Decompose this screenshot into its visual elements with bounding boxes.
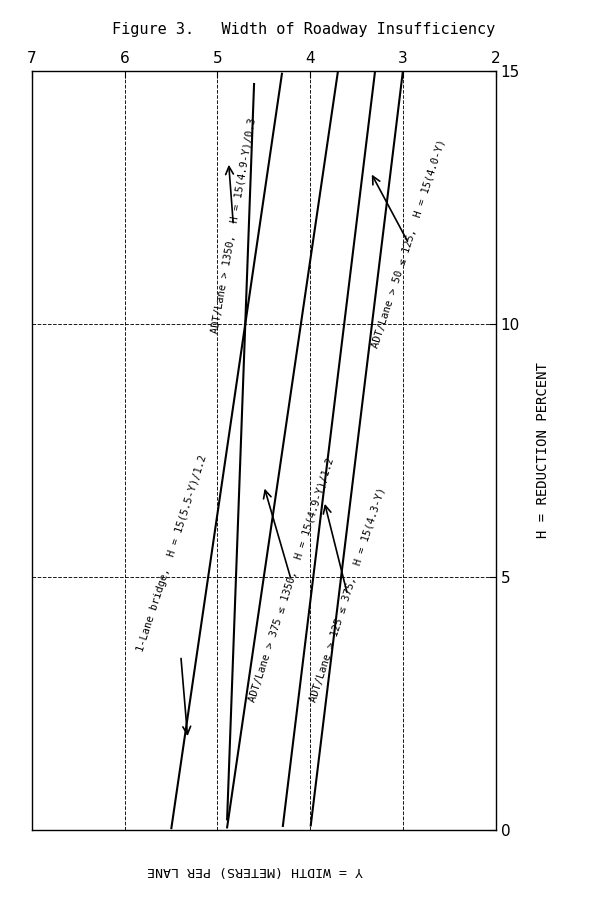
Text: Y = WIDTH (METERS) PER LANE: Y = WIDTH (METERS) PER LANE (147, 864, 364, 877)
Text: 1-Lane bridge,  H = 15(5.5-Y)/1.2: 1-Lane bridge, H = 15(5.5-Y)/1.2 (136, 454, 209, 734)
Text: ADT/Lane > 125 ≤ 375,  H = 15(4.3-Y): ADT/Lane > 125 ≤ 375, H = 15(4.3-Y) (308, 486, 387, 704)
Text: ADT/Lane > 375 ≤ 1350,  H = 15(4.9-Y)/1.2: ADT/Lane > 375 ≤ 1350, H = 15(4.9-Y)/1.2 (247, 457, 336, 704)
Text: ADT/Lane > 50 ≤ 125,  H = 15(4.0-Y): ADT/Lane > 50 ≤ 125, H = 15(4.0-Y) (370, 138, 447, 349)
Text: Figure 3.   Width of Roadway Insufficiency: Figure 3. Width of Roadway Insufficiency (112, 22, 496, 38)
Text: ADT/Lane > 1350,  H = 15(4.9-Y)/0.3: ADT/Lane > 1350, H = 15(4.9-Y)/0.3 (209, 117, 257, 334)
Y-axis label: H = REDUCTION PERCENT: H = REDUCTION PERCENT (536, 362, 550, 539)
